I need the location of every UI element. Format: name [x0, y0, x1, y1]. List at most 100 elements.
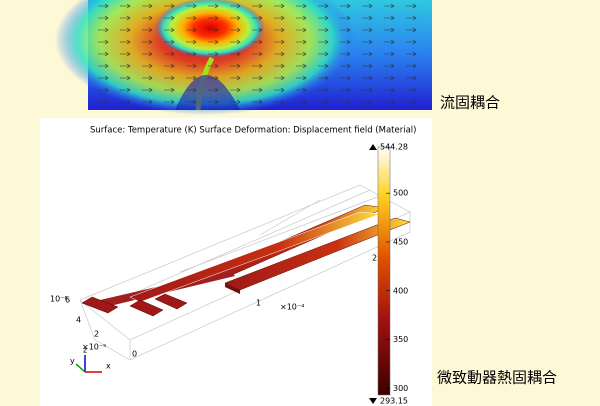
flow-arrow — [274, 87, 285, 93]
flow-arrow — [98, 39, 109, 45]
flow-arrow — [340, 39, 351, 45]
flow-arrow — [296, 51, 307, 57]
flow-arrow — [384, 39, 395, 45]
flow-arrow — [98, 27, 109, 33]
flow-arrow — [296, 39, 307, 45]
flow-arrow — [384, 51, 395, 57]
microactuator — [81, 204, 411, 317]
colorbar-tick-label: 300 — [393, 384, 408, 393]
colorbar-max: 544.28 — [380, 143, 408, 152]
flow-arrow — [340, 3, 351, 9]
flow-arrow — [186, 15, 197, 21]
flow-arrow — [384, 99, 395, 105]
flow-arrow — [230, 87, 241, 93]
flow-arrow — [208, 27, 219, 33]
flow-arrow — [142, 75, 153, 81]
flow-arrow — [142, 87, 153, 93]
flow-arrow — [186, 51, 197, 57]
triad-label: x — [106, 362, 111, 371]
flow-arrow — [362, 15, 373, 21]
flow-arrow — [164, 27, 175, 33]
flow-arrow — [340, 27, 351, 33]
flow-arrow — [208, 99, 219, 105]
flow-arrow — [384, 27, 395, 33]
max-marker — [369, 144, 377, 150]
flow-arrow — [230, 15, 241, 21]
flow-arrow — [252, 27, 263, 33]
flow-arrow — [98, 63, 109, 69]
flow-arrow — [164, 63, 175, 69]
flow-arrow — [98, 3, 109, 9]
flow-arrow — [318, 75, 329, 81]
flow-arrow — [186, 75, 197, 81]
flow-arrow — [362, 39, 373, 45]
flow-arrow — [252, 75, 263, 81]
flow-arrow — [362, 3, 373, 9]
flow-arrow — [120, 87, 131, 93]
flow-hotspot — [155, 0, 265, 58]
flow-arrow — [208, 39, 219, 45]
flow-arrow — [120, 99, 131, 105]
flow-arrow — [296, 3, 307, 9]
flow-arrow — [274, 27, 285, 33]
colorbar-tick-label: 350 — [393, 335, 408, 344]
flow-arrow — [274, 39, 285, 45]
flow-arrow — [362, 51, 373, 57]
flow-arrow — [252, 15, 263, 21]
flow-arrow — [274, 15, 285, 21]
flow-arrow — [384, 3, 395, 9]
axis-tick-label: 6 — [65, 296, 70, 305]
flow-arrow — [252, 3, 263, 9]
flow-arrow — [142, 39, 153, 45]
flow-field-image — [55, 0, 432, 115]
flow-arrow — [98, 75, 109, 81]
flow-arrow — [274, 3, 285, 9]
flow-arrow — [164, 87, 175, 93]
flow-arrow — [406, 15, 417, 21]
triad — [75, 355, 102, 373]
axis-tick-label: 0 — [132, 350, 137, 359]
flow-arrow — [164, 3, 175, 9]
flow-arrow — [186, 87, 197, 93]
flow-arrow — [186, 3, 197, 9]
flow-arrow — [340, 75, 351, 81]
wake — [175, 75, 240, 110]
flow-arrow — [340, 87, 351, 93]
flow-arrow — [186, 27, 197, 33]
plot-caption: Surface: Temperature (K) Surface Deforma… — [90, 126, 416, 136]
flow-arrow — [252, 99, 263, 105]
flow-arrow — [252, 87, 263, 93]
flow-arrow — [230, 75, 241, 81]
axis-tick-label: 1 — [256, 299, 261, 308]
flow-arrow — [406, 75, 417, 81]
flow-arrow — [318, 15, 329, 21]
flow-arrow — [384, 87, 395, 93]
flow-arrow — [362, 99, 373, 105]
flow-arrow — [406, 51, 417, 57]
axis-tick-label: 10⁻⁶ — [50, 295, 68, 304]
flow-arrow — [186, 99, 197, 105]
flow-arrow — [142, 63, 153, 69]
bottom-panel-label: 微致動器熱固耦合 — [437, 369, 557, 387]
flow-arrow — [120, 51, 131, 57]
min-marker — [369, 398, 377, 404]
flow-arrow — [362, 87, 373, 93]
flow-arrow — [274, 51, 285, 57]
colorbar-min: 293.15 — [380, 397, 408, 406]
flow-arrow — [340, 51, 351, 57]
flow-arrow — [208, 3, 219, 9]
flow-arrow — [120, 3, 131, 9]
flow-arrow — [318, 87, 329, 93]
flow-arrow — [186, 39, 197, 45]
flow-arrow — [120, 63, 131, 69]
axis-tick-label: ×10⁻⁴ — [280, 303, 304, 312]
flow-arrow — [384, 75, 395, 81]
flow-arrow — [186, 63, 197, 69]
colorbar-tick-label: 450 — [393, 237, 408, 246]
flow-arrow — [340, 15, 351, 21]
flow-arrow — [98, 51, 109, 57]
flow-arrow — [208, 15, 219, 21]
flow-arrow — [406, 63, 417, 69]
flow-arrow — [98, 87, 109, 93]
